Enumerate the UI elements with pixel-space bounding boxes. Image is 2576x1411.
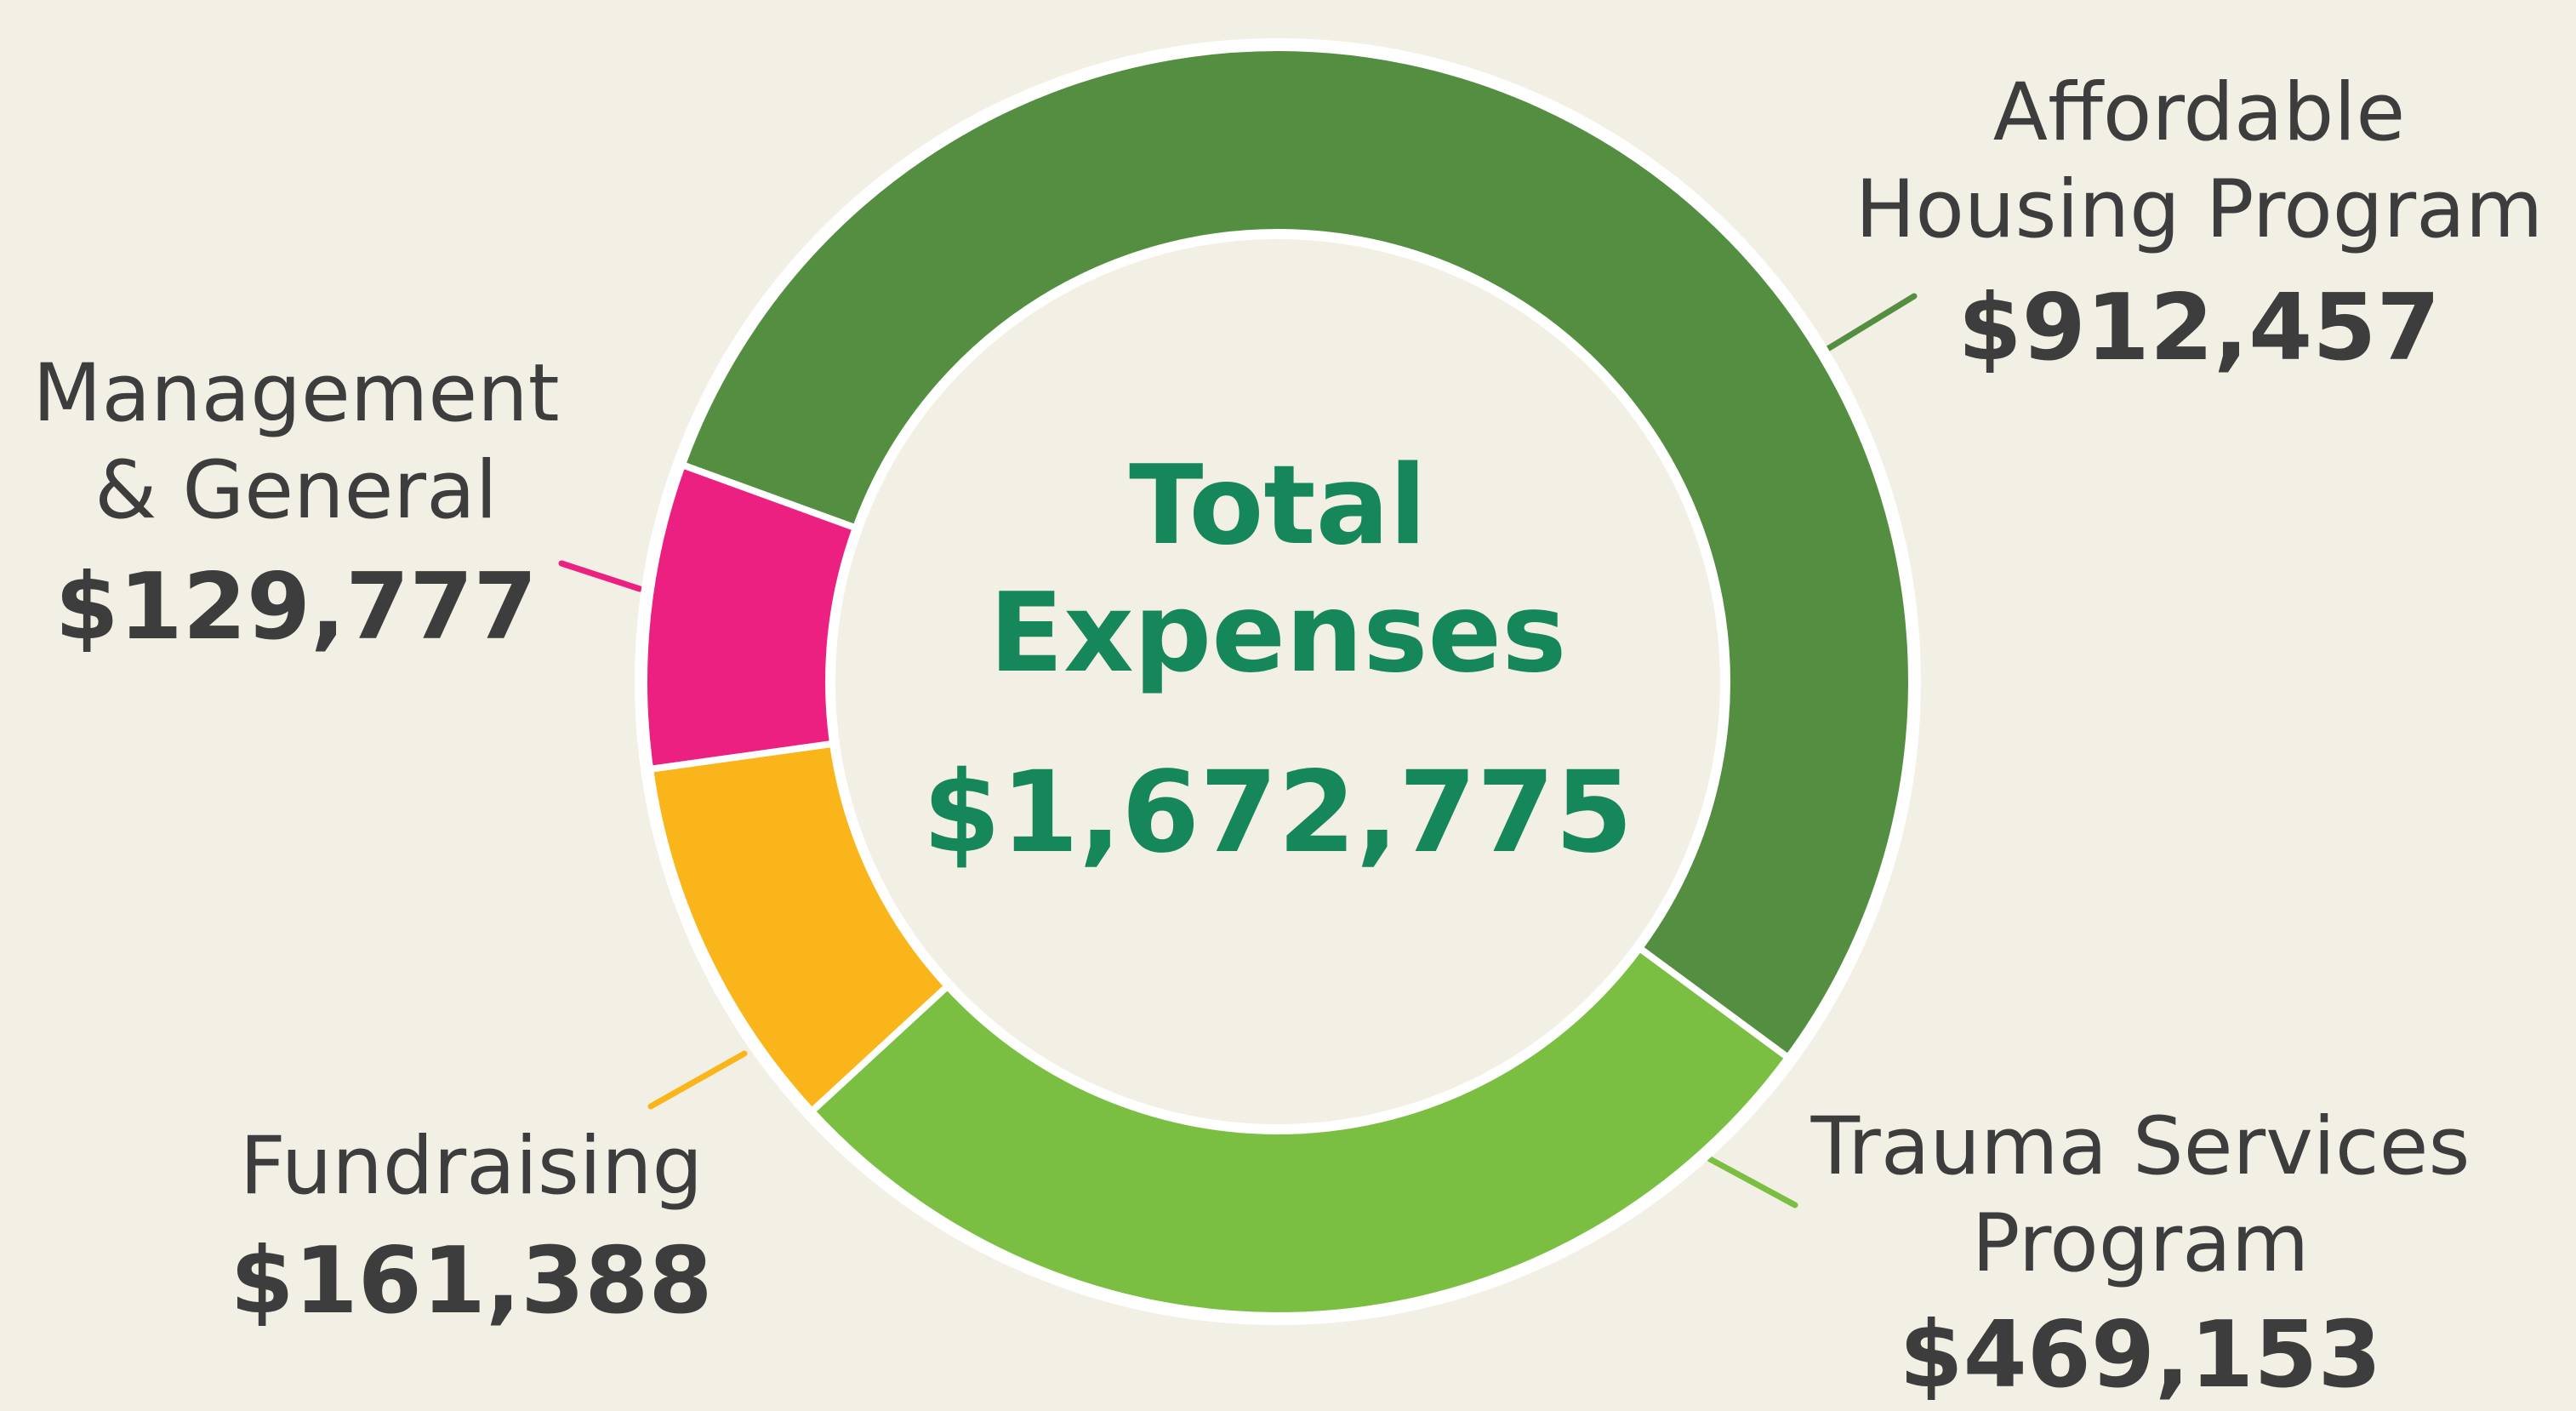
center-title: Total Expenses	[989, 443, 1567, 697]
center-total: $1,672,775	[922, 747, 1633, 878]
leader	[647, 1050, 748, 1110]
leader	[558, 560, 643, 592]
leader-strokes	[558, 293, 1918, 1208]
value-label: $469,153	[1899, 1302, 2382, 1408]
category-label: Management & General	[32, 347, 560, 537]
donut-segment	[641, 460, 860, 774]
leader	[1707, 1156, 1798, 1208]
category-label: Fundraising	[239, 1120, 704, 1213]
category-label: Affordable Housing Program	[1855, 66, 2544, 256]
value-label: $161,388	[230, 1228, 713, 1334]
ring-edge	[635, 38, 1921, 1325]
leader	[1821, 293, 1918, 354]
donut-segment	[806, 943, 1793, 1319]
value-label: $912,457	[1958, 275, 2441, 381]
category-label: Trauma Services Program	[1810, 1100, 2471, 1290]
ring-edge	[829, 232, 1727, 1131]
value-label: $129,777	[54, 554, 538, 660]
